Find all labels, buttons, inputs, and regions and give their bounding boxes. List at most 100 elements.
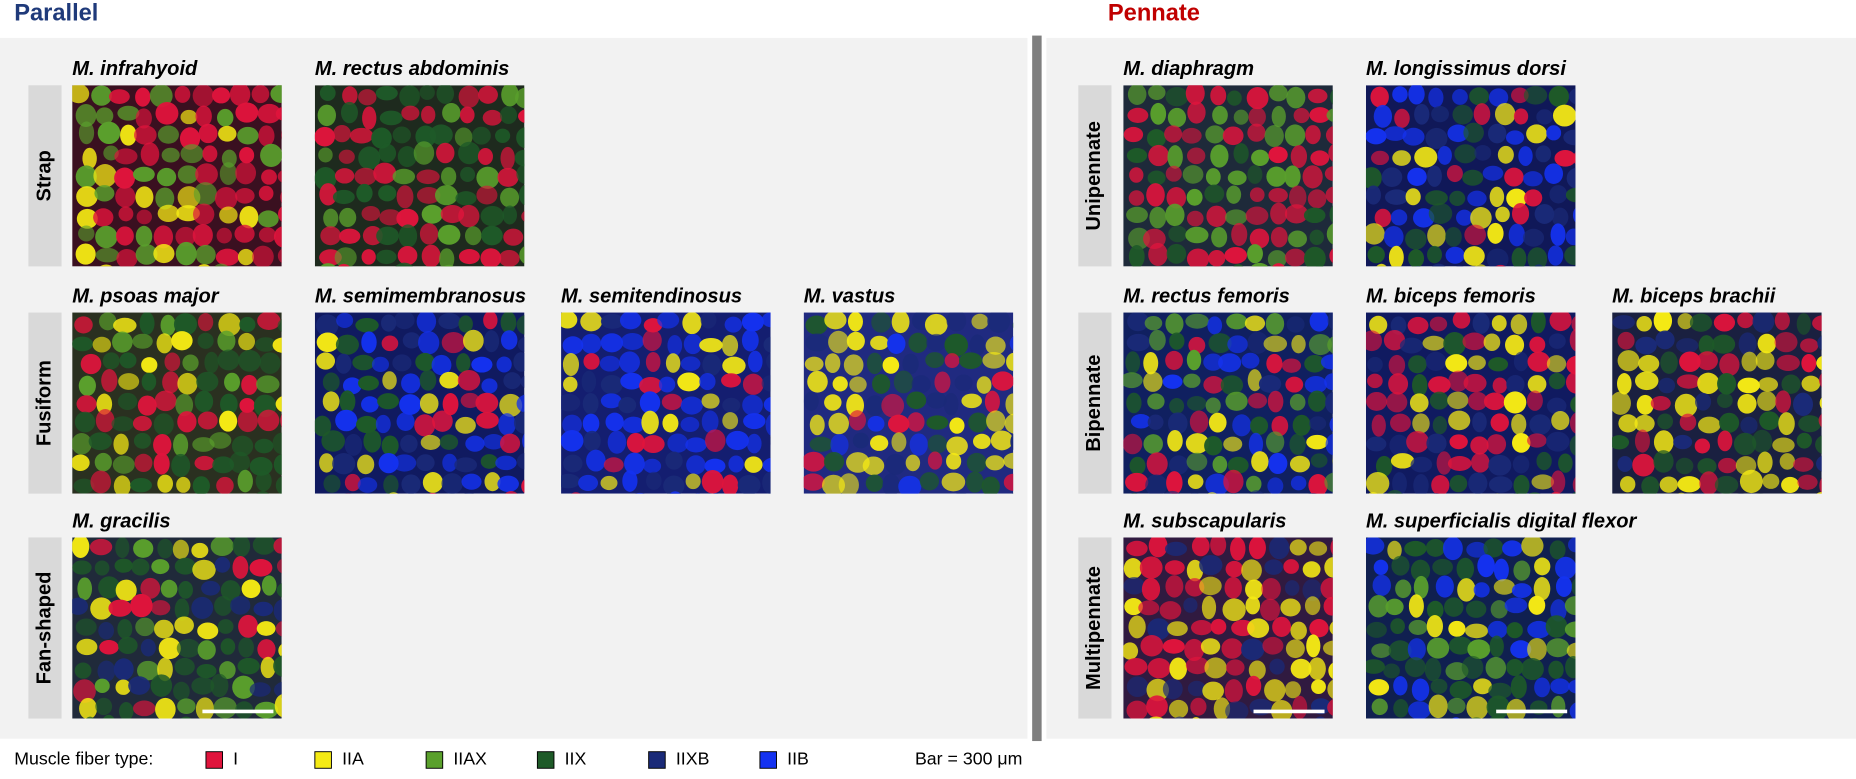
fiber: [1512, 432, 1531, 453]
fiber: [1251, 451, 1269, 473]
fiber: [90, 470, 112, 494]
fiber: [966, 452, 987, 473]
fiber: [1166, 187, 1187, 209]
fiber: [1165, 165, 1182, 182]
fiber: [456, 353, 471, 373]
fiber: [804, 356, 824, 372]
fiber: [1203, 376, 1225, 394]
fiber: [73, 478, 95, 494]
fiber: [761, 312, 771, 328]
fiber: [1549, 312, 1572, 332]
fiber: [1548, 660, 1564, 679]
fiber: [1383, 225, 1404, 248]
fiber: [118, 702, 134, 719]
fiber: [332, 189, 355, 205]
fiber: [1697, 372, 1720, 395]
fiber: [173, 313, 198, 336]
fiber: [1162, 374, 1183, 389]
fiber: [1201, 595, 1217, 620]
fiber: [458, 141, 481, 165]
fiber: [1526, 124, 1547, 144]
fiber: [220, 393, 238, 415]
fiber: [1372, 574, 1392, 596]
fiber: [1634, 429, 1650, 453]
fiber: [1548, 333, 1566, 349]
fiber: [1711, 334, 1736, 354]
fiber: [197, 640, 216, 660]
fiber: [89, 538, 113, 556]
fiber: [1012, 322, 1014, 328]
fiber: [1798, 415, 1822, 433]
fiber: [1757, 391, 1777, 411]
fiber: [1227, 335, 1248, 354]
fiber: [1370, 86, 1389, 108]
fiber: [257, 210, 279, 228]
fiber: [1205, 397, 1221, 414]
fiber: [241, 579, 261, 599]
fiber: [986, 410, 1006, 432]
fiber: [277, 248, 282, 263]
fiber: [116, 249, 138, 267]
fiber: [1675, 457, 1694, 475]
fiber: [255, 470, 272, 492]
fiber: [174, 616, 194, 634]
fiber: [1366, 436, 1387, 452]
fiber: [352, 354, 375, 371]
fiber: [1527, 433, 1547, 448]
fiber: [823, 451, 845, 472]
fiber: [1389, 434, 1409, 457]
fiber: [1677, 492, 1685, 494]
fiber: [882, 473, 900, 494]
fiber: [113, 433, 129, 455]
fiber: [685, 437, 707, 453]
fiber: [416, 187, 441, 204]
fiber: [887, 333, 906, 354]
fiber: [946, 452, 962, 470]
fiber: [230, 596, 251, 615]
fiber: [1247, 165, 1263, 184]
fiber: [375, 85, 398, 101]
fiber: [1518, 146, 1533, 166]
fiber: [1435, 575, 1454, 598]
fiber: [1394, 108, 1410, 128]
fiber: [518, 184, 525, 206]
fiber: [1003, 452, 1014, 469]
fiber: [1284, 165, 1301, 188]
fiber: [257, 312, 281, 330]
fiber: [496, 356, 512, 373]
fiber: [1399, 337, 1424, 354]
fiber: [317, 104, 336, 127]
fiber: [1388, 373, 1409, 395]
fiber: [1290, 621, 1307, 640]
fiber: [1365, 128, 1387, 145]
fiber: [402, 332, 421, 349]
fiber: [805, 315, 828, 335]
fiber: [1371, 698, 1388, 716]
fiber: [414, 414, 436, 437]
fiber: [1233, 109, 1249, 125]
fiber: [153, 413, 174, 436]
fiber: [1449, 680, 1472, 700]
fiber: [1551, 491, 1561, 494]
fiber: [1128, 190, 1145, 206]
fiber: [441, 331, 466, 354]
fiber: [1565, 228, 1576, 246]
fiber: [416, 312, 437, 333]
fiber: [209, 432, 232, 449]
fiber: [1258, 718, 1262, 719]
fiber: [1166, 471, 1183, 494]
fiber: [421, 204, 443, 224]
fiber: [1511, 247, 1527, 267]
fiber: [514, 149, 525, 167]
fiber: [1325, 125, 1333, 145]
group-label: Fusiform: [33, 360, 55, 446]
fiber: [1246, 87, 1269, 110]
fiber: [1375, 455, 1393, 477]
fiber: [683, 333, 703, 355]
fiber: [724, 316, 743, 333]
fiber: [481, 378, 498, 394]
fiber: [1327, 679, 1333, 699]
fiber: [1128, 615, 1146, 639]
fiber: [1511, 413, 1527, 435]
fiber: [1388, 640, 1412, 662]
